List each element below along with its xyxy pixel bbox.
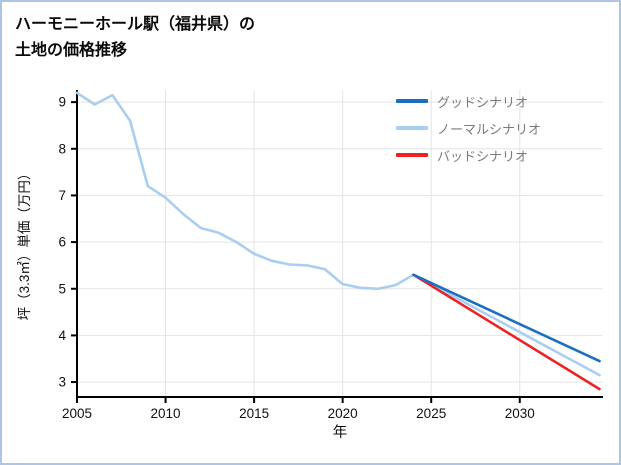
x-tick-label: 2020 — [328, 406, 358, 421]
legend-item-bad-scenario: バッドシナリオ — [396, 147, 541, 164]
series-line-normal — [75, 91, 601, 377]
x-tick-label: 2010 — [151, 406, 181, 421]
y-tick-label: 9 — [58, 95, 66, 110]
y-axis-label: 坪（3.3㎡）単価（万円） — [17, 167, 32, 321]
good-scenario-line-swatch — [396, 99, 428, 103]
x-tick-label: 2005 — [62, 406, 92, 421]
legend-label-good-scenario: グッドシナリオ — [437, 94, 529, 110]
chart-legend: グッドシナリオ ノーマルシナリオ バッドシナリオ — [396, 93, 542, 164]
page-title-line-1: ハーモニーホール駅（福井県）の — [15, 16, 256, 33]
y-tick-label: 7 — [58, 188, 66, 203]
y-tick-label: 8 — [58, 141, 66, 156]
legend-label-bad-scenario: バッドシナリオ — [437, 148, 529, 164]
x-tick-label: 2025 — [416, 406, 446, 421]
y-tick-label: 4 — [58, 328, 66, 343]
normal-scenario-line-swatch — [396, 126, 428, 130]
x-axis-label: 年 — [333, 424, 348, 441]
legend-item-normal-scenario: ノーマルシナリオ — [396, 120, 542, 137]
x-tick-label: 2015 — [239, 406, 269, 421]
page-title-line-2: 土地の価格推移 — [15, 41, 128, 59]
legend-item-good-scenario: グッドシナリオ — [396, 93, 541, 110]
y-tick-label: 3 — [58, 375, 66, 390]
y-tick-label: 5 — [58, 281, 66, 296]
bad-scenario-line-swatch — [396, 153, 428, 157]
series-line-bad — [412, 273, 601, 391]
legend-label-normal-scenario: ノーマルシナリオ — [437, 121, 542, 137]
series-line-good — [412, 273, 601, 363]
x-tick-label: 2030 — [505, 406, 535, 421]
y-tick-label: 6 — [58, 235, 66, 250]
page-title: ハーモニーホール駅（福井県）の 土地の価格推移 — [15, 12, 255, 63]
